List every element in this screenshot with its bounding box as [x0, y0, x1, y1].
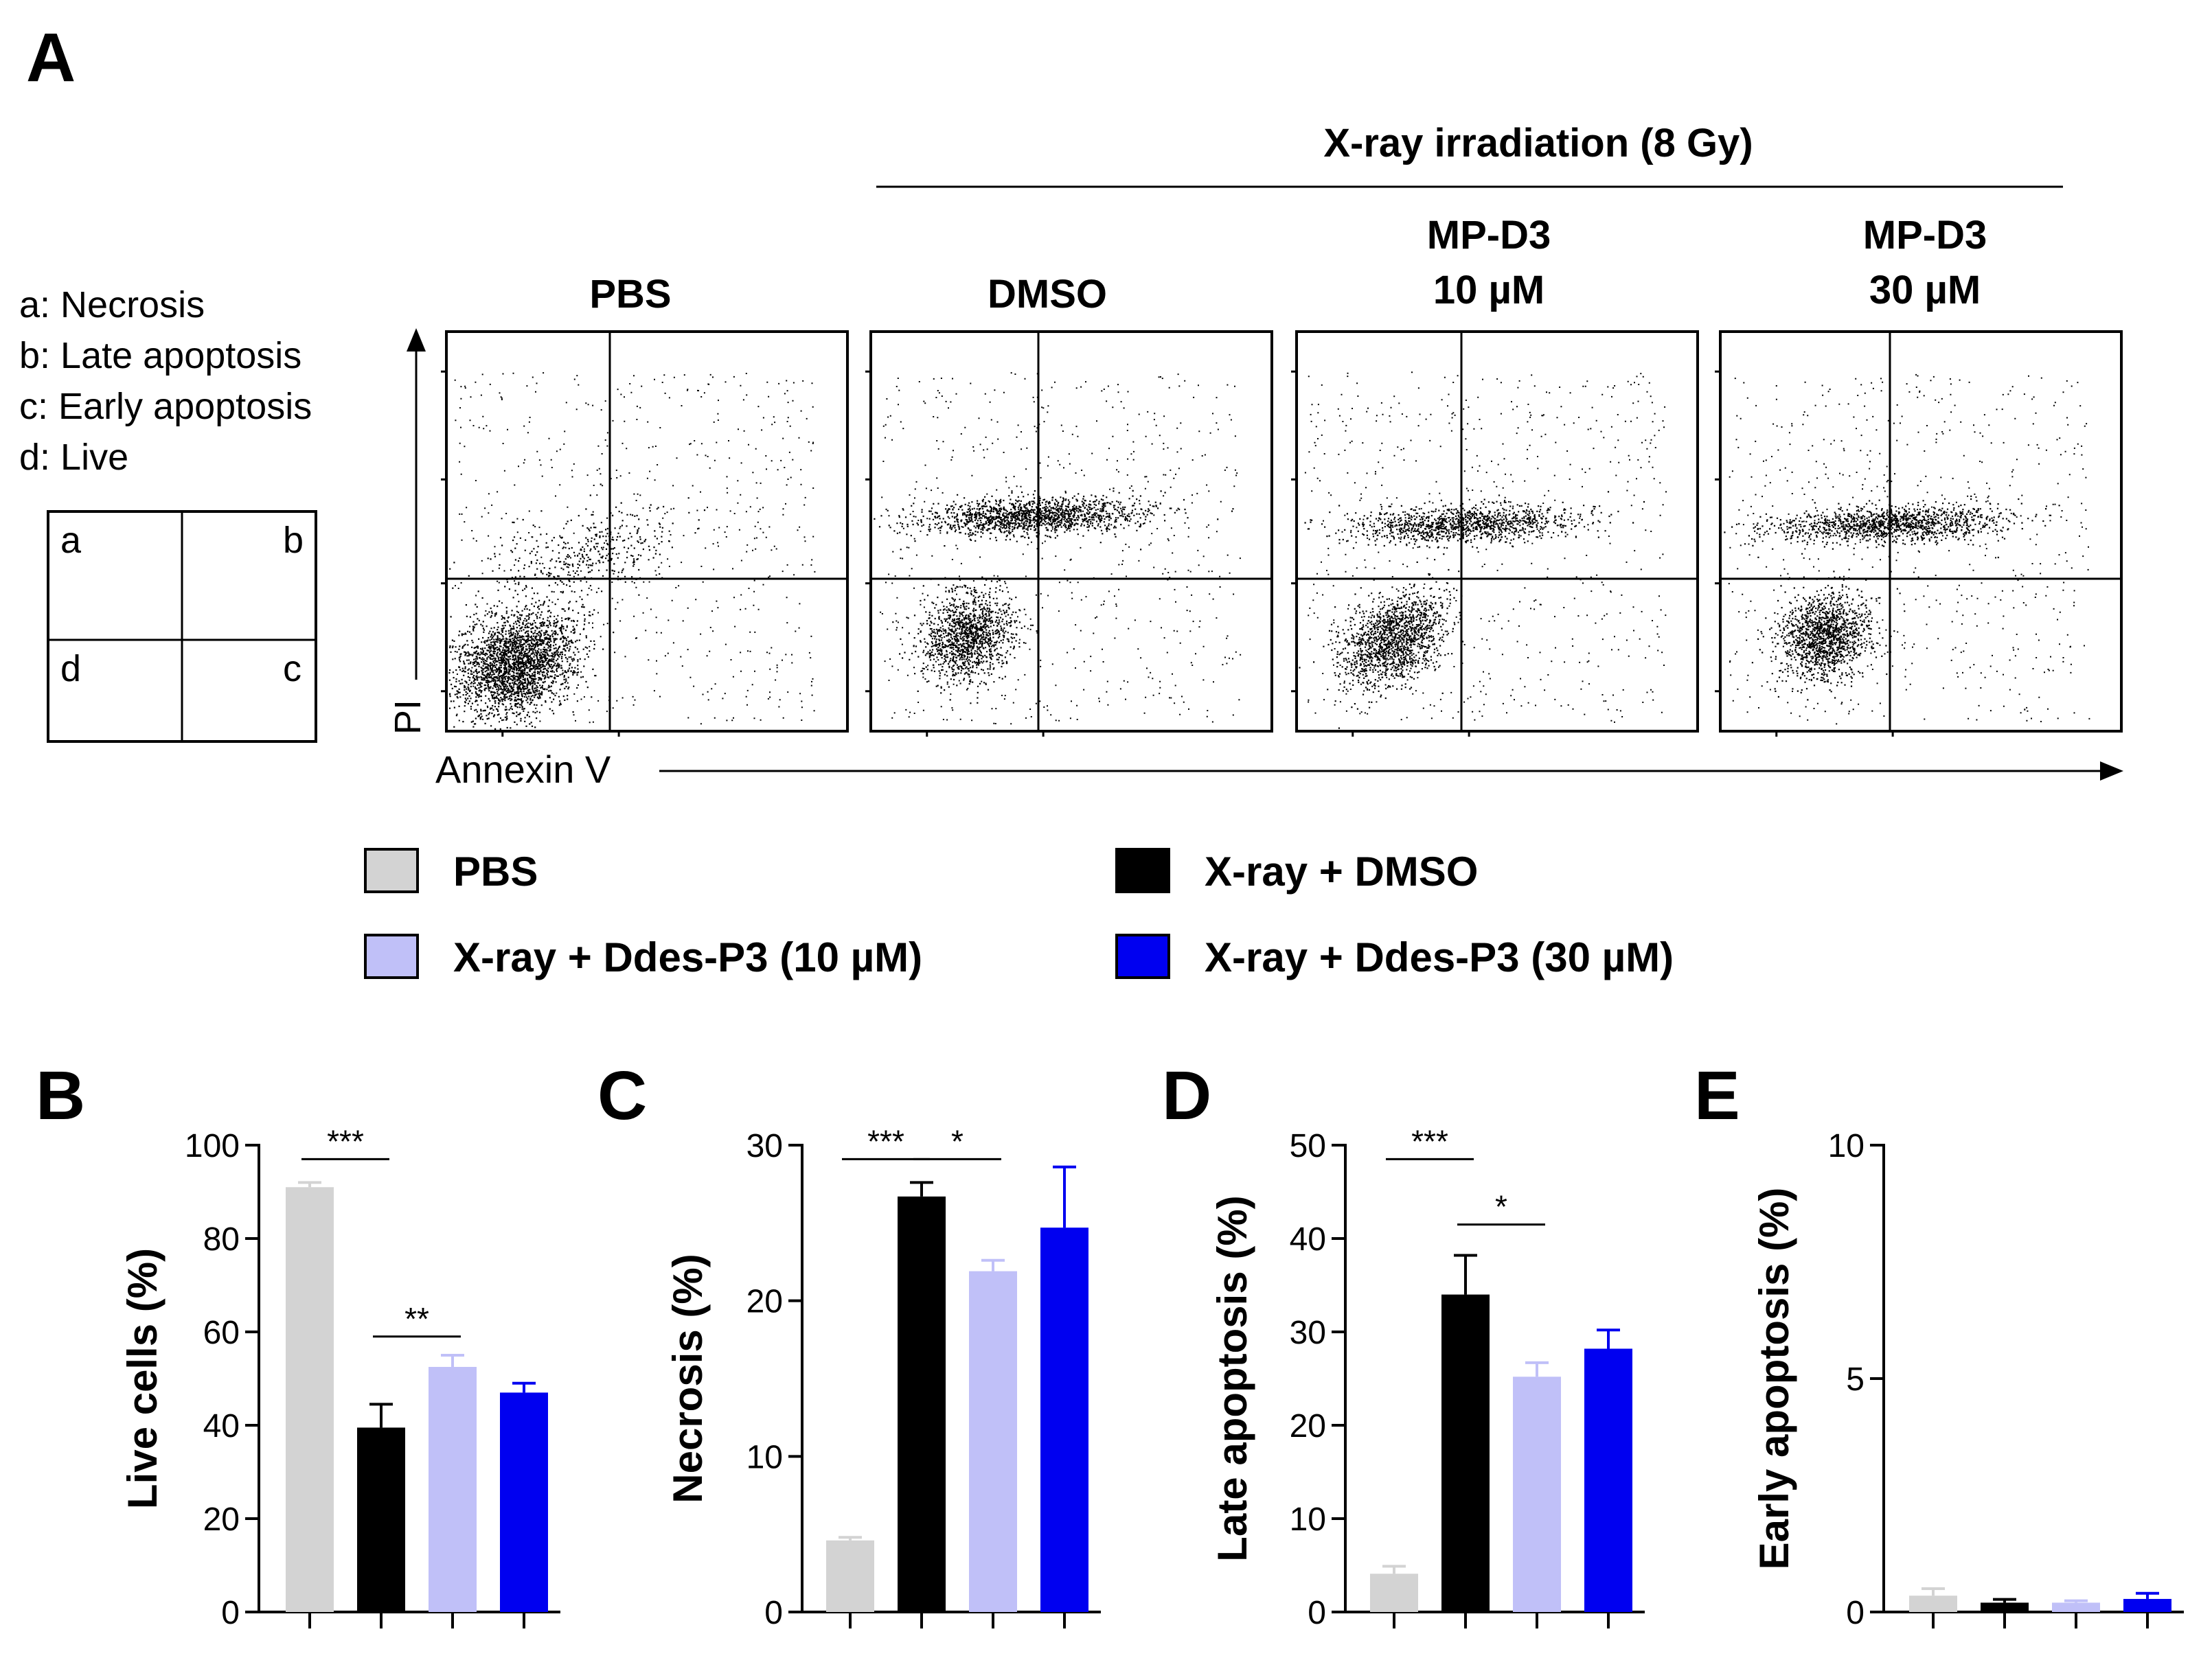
bar-c-3 [1040, 1228, 1088, 1612]
annexin-axis-arrow [659, 761, 2123, 781]
quadrant-key-b: b [283, 520, 304, 561]
y-tick-label-d-2: 20 [1290, 1408, 1326, 1444]
condition-title-mpd3-10-line1: MP-D3 [1427, 213, 1551, 257]
sig-label-d-1: * [1495, 1189, 1507, 1225]
legend-early-apoptosis: c: Early apoptosis [19, 386, 312, 427]
chart-e: E Early apoptosis (%) 0 5 10 [1694, 1057, 2184, 1631]
bar-b-0 [286, 1187, 334, 1612]
condition-title-mpd3-10-line2: 10 µM [1433, 268, 1544, 312]
flow-plot-dmso [865, 330, 1273, 737]
condition-title-mpd3-30-line1: MP-D3 [1863, 213, 1987, 257]
condition-title-dmso: DMSO [988, 272, 1107, 316]
bar-e-3 [2123, 1598, 2171, 1612]
condition-title-pbs: PBS [589, 272, 671, 316]
group-legend: PBS X-ray + DMSO X-ray + Ddes-P3 (10 µM)… [364, 848, 1674, 980]
y-tick-label-e-1: 5 [1846, 1361, 1865, 1398]
y-axis-label-c: Necrosis (%) [665, 1254, 711, 1503]
legend-late-apoptosis: b: Late apoptosis [19, 335, 301, 376]
bar-d-0 [1370, 1574, 1418, 1612]
bar-c-0 [826, 1540, 874, 1612]
group-header: X-ray irradiation (8 Gy) [1323, 121, 1753, 165]
flow-events-mpd3-10 [1299, 371, 1667, 729]
bar-c-1 [898, 1196, 946, 1612]
y-tick-label-c-1: 10 [746, 1439, 783, 1475]
flow-frame-pbs [445, 330, 849, 733]
bar-b-1 [357, 1427, 405, 1612]
flow-frame-mpd3-10 [1295, 330, 1699, 733]
quadrant-key-c: c [283, 648, 301, 689]
legend-label-pbs: PBS [453, 849, 538, 895]
bar-e-2 [2052, 1602, 2100, 1612]
y-tick-label-d-4: 40 [1290, 1221, 1326, 1258]
y-tick-label-b-2: 40 [203, 1408, 240, 1444]
legend-swatch-xray-dmso [1115, 848, 1170, 893]
legend-necrosis: a: Necrosis [19, 284, 205, 325]
panel-letter-e: E [1694, 1057, 1740, 1134]
panel-letter-d: D [1162, 1057, 1211, 1134]
y-tick-label-e-0: 0 [1846, 1595, 1865, 1631]
pi-axis-arrow [407, 328, 426, 680]
sig-label-c-0: *** [867, 1123, 904, 1159]
pi-axis-label: PI [387, 700, 429, 735]
flow-events-dmso [874, 372, 1242, 725]
flow-plot-pbs [441, 330, 849, 737]
y-tick-label-b-0: 0 [221, 1595, 240, 1631]
bar-d-2 [1513, 1377, 1561, 1612]
sig-label-c-1: * [951, 1123, 964, 1159]
sig-label-d-0: *** [1411, 1123, 1448, 1159]
flow-events-mpd3-30 [1724, 373, 2090, 725]
annexin-axis-label: Annexin V [435, 748, 611, 791]
legend-label-ddes-30: X-ray + Ddes-P3 (30 µM) [1205, 934, 1674, 980]
y-tick-label-b-3: 60 [203, 1315, 240, 1351]
y-axis-label-e: Early apoptosis (%) [1751, 1188, 1797, 1570]
y-tick-label-b-4: 80 [203, 1221, 240, 1258]
legend-label-xray-dmso: X-ray + DMSO [1205, 849, 1478, 895]
bar-d-3 [1584, 1348, 1632, 1612]
y-axis-label-d: Late apoptosis (%) [1209, 1195, 1255, 1561]
y-tick-label-b-1: 20 [203, 1501, 240, 1538]
y-tick-label-c-3: 30 [746, 1128, 783, 1164]
legend-swatch-ddes-30 [1115, 934, 1170, 979]
quadrant-key-d: d [60, 648, 81, 689]
legend-swatch-ddes-10 [364, 934, 419, 979]
y-tick-label-d-0: 0 [1308, 1595, 1326, 1631]
bar-b-2 [429, 1367, 477, 1612]
y-tick-label-d-1: 10 [1290, 1501, 1326, 1538]
legend-label-ddes-10: X-ray + Ddes-P3 (10 µM) [453, 934, 922, 980]
sig-label-b-0: *** [327, 1123, 364, 1159]
flow-events-pbs [448, 372, 816, 730]
sig-label-b-1: ** [404, 1301, 429, 1337]
legend-live: d: Live [19, 437, 128, 478]
quadrant-key-a: a [60, 520, 82, 561]
y-axis-label-b: Live cells (%) [119, 1248, 166, 1509]
legend-swatch-pbs [364, 848, 419, 893]
bar-e-0 [1909, 1596, 1957, 1612]
flow-frame-dmso [869, 330, 1273, 733]
y-tick-label-c-0: 0 [764, 1595, 783, 1631]
panel-letter-b: B [36, 1057, 85, 1134]
flow-frame-mpd3-30 [1719, 330, 2123, 733]
panel-a-letter: A [26, 19, 76, 96]
y-tick-label-c-2: 20 [746, 1284, 783, 1320]
bar-c-2 [969, 1271, 1017, 1612]
y-tick-label-b-5: 100 [185, 1128, 240, 1164]
bar-e-1 [1981, 1602, 2029, 1612]
flow-plot-mpd3-10 [1291, 330, 1699, 737]
bar-b-3 [500, 1392, 548, 1612]
y-tick-label-e-2: 10 [1828, 1128, 1865, 1164]
flow-cytometry-plots [441, 330, 2123, 737]
panel-letter-c: C [597, 1057, 647, 1134]
y-tick-label-d-5: 50 [1290, 1128, 1326, 1164]
quadrant-key: a b d c [47, 510, 317, 743]
condition-title-mpd3-30-line2: 30 µM [1869, 268, 1981, 312]
y-tick-label-d-3: 30 [1290, 1315, 1326, 1351]
flow-plot-mpd3-30 [1715, 330, 2123, 737]
bar-d-1 [1441, 1294, 1490, 1612]
